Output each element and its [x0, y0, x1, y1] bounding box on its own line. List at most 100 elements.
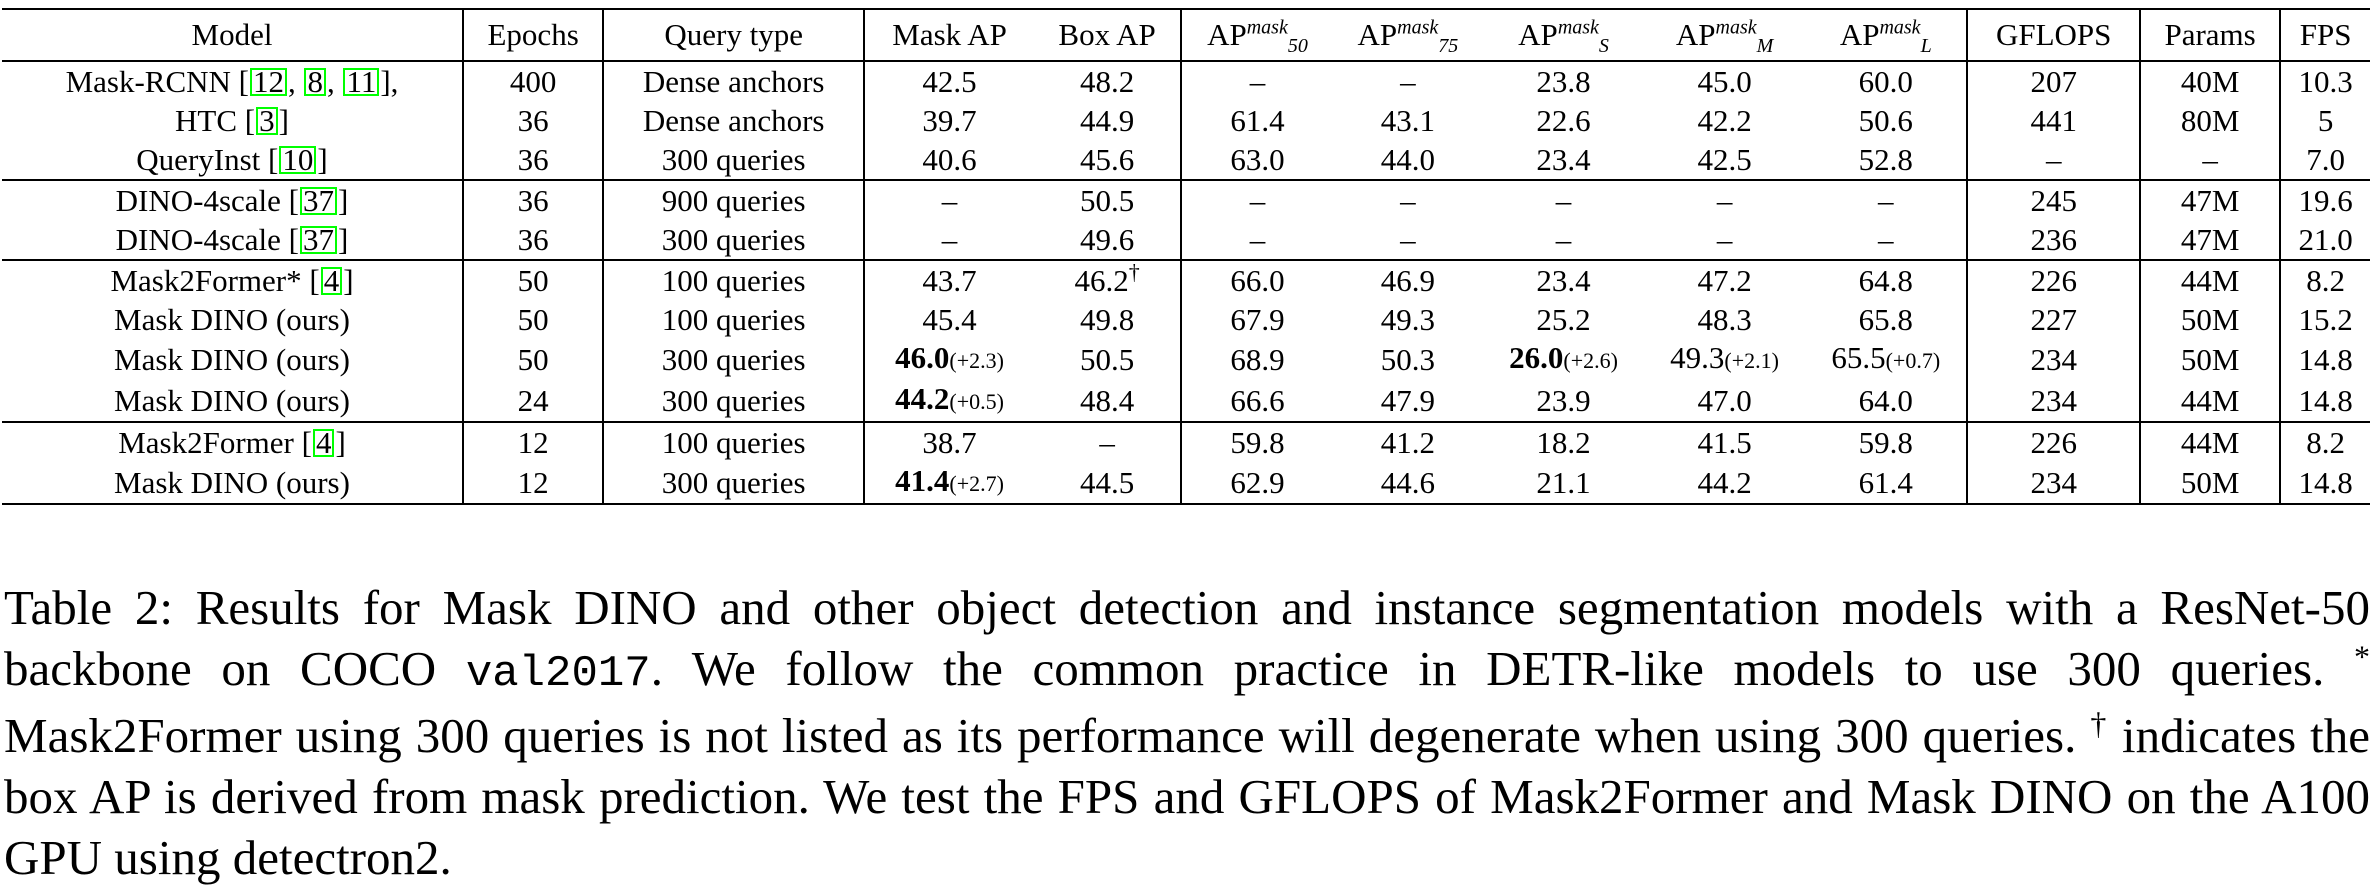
cell-apm: 48.3: [1697, 301, 1752, 337]
cell-model: DINO-4scale [37]: [2, 179, 463, 220]
cell-apl: 61.4: [1805, 462, 1968, 505]
cell-params: 80M: [2138, 101, 2281, 140]
header-row: Model Epochs Query type Mask AP Box AP A…: [2, 8, 2370, 62]
cell-ap50: –: [1180, 61, 1333, 101]
table-row: Mask DINO (ours) 24 300 queries 44.2(+0.…: [2, 380, 2370, 422]
cell-params: 47M: [2138, 179, 2281, 220]
cell-ap75: 44.6: [1332, 462, 1484, 505]
dagger-mark: †: [2090, 705, 2109, 742]
cell-model: Mask2Former [4]: [2, 421, 463, 462]
cell-model: Mask2Former* [4]: [2, 259, 463, 300]
cell-box-ap: 46.2†: [1034, 259, 1182, 300]
cell-epochs: 50: [461, 339, 604, 380]
cell-aps: 23.8: [1536, 63, 1591, 99]
cell-mask-ap: 38.7: [863, 421, 1035, 462]
cell-query-type: 300 queries: [602, 339, 865, 380]
citation-link[interactable]: 37: [300, 224, 337, 255]
cell-mask-ap: 43.7: [863, 259, 1035, 300]
cell-params: 50M: [2138, 339, 2281, 380]
cell-query-type: 100 queries: [602, 259, 865, 300]
cell-fps: 21.0: [2279, 220, 2370, 260]
group-baselines: Mask-RCNN [12, 8, 11], 400 Dense anchors…: [2, 61, 2370, 180]
cell-query-type: 300 queries: [602, 462, 865, 505]
cell-box-ap: 44.9: [1079, 102, 1135, 138]
results-table: Model Epochs Query type Mask AP Box AP A…: [2, 8, 2370, 505]
header-params: Params: [2138, 8, 2281, 62]
cell-ap75: –: [1400, 63, 1416, 99]
cell-fps: 19.6: [2279, 179, 2370, 220]
cell-params: 40M: [2138, 61, 2281, 101]
citation-link[interactable]: 37: [300, 185, 337, 216]
caption-code: val2017: [465, 649, 651, 699]
cell-model: Mask DINO (ours): [2, 462, 463, 505]
cell-aps: 23.9: [1536, 382, 1591, 418]
cell-apl: 52.8: [1858, 141, 1913, 177]
cell-ap75: 49.3: [1380, 301, 1436, 337]
citation-link[interactable]: 10: [279, 144, 317, 175]
group-12-epochs: Mask2Former [4] 12 100 queries 38.7 – 59…: [2, 421, 2370, 505]
cell-fps: 14.8: [2279, 339, 2370, 380]
cell-query-type: Dense anchors: [602, 101, 865, 140]
cell-query-type: Dense anchors: [602, 61, 865, 101]
cell-epochs: 36: [461, 179, 604, 220]
citation-link[interactable]: 11: [343, 66, 380, 97]
citation-link[interactable]: 12: [249, 66, 287, 97]
header-box-ap: Box AP: [1034, 8, 1182, 62]
header-mask-ap: Mask AP: [863, 8, 1035, 62]
cell-gflops: 226: [1966, 421, 2140, 462]
cell-apl: –: [1878, 221, 1894, 257]
cell-ap75: 43.1: [1380, 102, 1436, 138]
table-row: Mask2Former* [4] 50 100 queries 43.7 46.…: [2, 259, 2370, 300]
cell-ap50: 61.4: [1180, 101, 1333, 140]
cell-gflops: 236: [1966, 220, 2140, 260]
cell-apl: 65.8: [1858, 301, 1913, 337]
cell-gflops: 227: [1966, 300, 2140, 339]
cell-epochs: 50: [461, 300, 604, 339]
cell-aps: 26.0(+2.6): [1509, 340, 1618, 375]
cell-mask-ap: –: [863, 220, 1035, 260]
cell-ap50: 68.9: [1180, 339, 1333, 380]
cell-epochs: 400: [461, 61, 604, 101]
cell-apl: 65.5(+0.7): [1831, 340, 1941, 375]
cell-ap50: 59.8: [1180, 421, 1333, 462]
citation-link[interactable]: 3: [256, 105, 278, 136]
cell-box-ap: 44.5: [1034, 462, 1182, 505]
table-caption: Table 2: Results for Mask DINO and other…: [4, 580, 2370, 885]
cell-aps: 23.4: [1483, 259, 1645, 300]
cell-aps: 25.2: [1536, 301, 1591, 337]
cell-ap75: 47.9: [1380, 382, 1436, 418]
cell-ap50: 66.6: [1180, 380, 1333, 422]
cell-ap50: 63.0: [1180, 140, 1333, 180]
cell-ap75: –: [1400, 221, 1416, 257]
cell-params: 47M: [2138, 220, 2281, 260]
cell-gflops: 245: [1966, 179, 2140, 220]
cell-fps: 5: [2279, 101, 2370, 140]
cell-epochs: 36: [461, 101, 604, 140]
cell-aps: –: [1483, 179, 1645, 220]
cell-gflops: 234: [1966, 339, 2140, 380]
cell-mask-ap: 45.4: [863, 300, 1035, 339]
citation-link[interactable]: 4: [312, 427, 335, 458]
cell-epochs: 12: [461, 421, 604, 462]
cell-box-ap: 48.2: [1079, 63, 1135, 99]
cell-apm: 47.0: [1697, 382, 1752, 418]
cell-apm: 41.5: [1644, 421, 1806, 462]
cell-model: QueryInst [10]: [136, 141, 328, 177]
cell-gflops: –: [1966, 140, 2140, 180]
cell-aps: 18.2: [1483, 421, 1645, 462]
cell-apl: 60.0: [1858, 63, 1913, 99]
cell-params: –: [2138, 140, 2281, 180]
cell-apl: 59.8: [1805, 421, 1968, 462]
cell-fps: 14.8: [2279, 380, 2370, 422]
group-50-epochs: Mask2Former* [4] 50 100 queries 43.7 46.…: [2, 259, 2370, 422]
cell-ap50: 66.0: [1180, 259, 1333, 300]
cell-aps: 21.1: [1483, 462, 1645, 505]
cell-model: Mask DINO (ours): [114, 301, 350, 337]
cell-box-ap: 50.5: [1034, 179, 1182, 220]
cell-apl: –: [1805, 179, 1968, 220]
cell-model: Mask-RCNN [12, 8, 11],: [65, 63, 399, 99]
header-aps: APmaskS: [1483, 8, 1645, 62]
citation-link[interactable]: 8: [304, 66, 326, 97]
citation-link[interactable]: 4: [320, 265, 343, 296]
cell-epochs: 50: [461, 259, 604, 300]
